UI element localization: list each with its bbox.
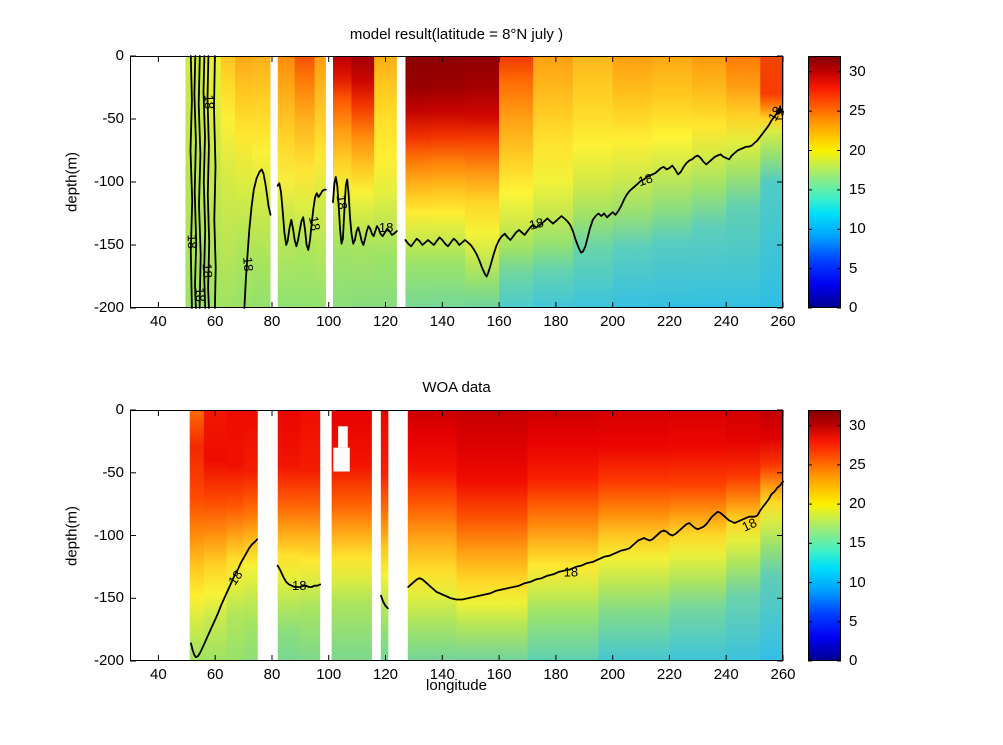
- colorbar-tick-label: 0: [849, 299, 858, 316]
- colorbar-tick-label: 20: [849, 495, 866, 513]
- x-tick-label: 60: [206, 313, 224, 330]
- x-tick-label: 220: [656, 666, 682, 683]
- y-tick-label: 0: [115, 401, 124, 418]
- y-tick-label: -150: [93, 589, 124, 607]
- y-tick-label: -150: [93, 236, 124, 253]
- colorbar-tick-label: 5: [849, 612, 858, 630]
- contour-label: 18: [193, 287, 209, 302]
- woa-colorbar: [808, 410, 841, 662]
- x-tick-label: 180: [543, 313, 569, 330]
- y-tick-label: -100: [93, 173, 124, 190]
- contour-label: 18: [636, 170, 654, 189]
- colorbar-tick-label: 25: [849, 455, 866, 473]
- x-tick-label: 80: [263, 666, 281, 683]
- contour-label: 18: [292, 578, 306, 593]
- contour-label: 18: [240, 256, 256, 272]
- x-tick-label: 120: [373, 666, 399, 683]
- x-tick-label: 260: [770, 313, 796, 330]
- colorbar-tick-label: 30: [849, 62, 866, 80]
- x-tick-label: 240: [713, 666, 739, 683]
- woa-heatmap: 18 18 18 18: [130, 409, 784, 662]
- colorbar-tick-label: 20: [849, 141, 866, 159]
- y-tick-label: -50: [102, 110, 124, 127]
- x-tick-label: 120: [373, 313, 399, 330]
- x-tick-label: 160: [486, 666, 512, 683]
- contour-label: 18: [200, 263, 216, 278]
- contour-label: 18: [201, 94, 217, 109]
- contour-label: 18: [225, 567, 246, 587]
- x-tick-label: 40: [150, 666, 167, 683]
- x-tick-label: 160: [486, 313, 512, 330]
- colorbar-tick-label: 15: [849, 180, 866, 198]
- xlabel: longitude: [426, 677, 487, 694]
- colorbar-tick-label: 0: [849, 652, 858, 669]
- x-tick-label: 40: [150, 313, 167, 330]
- contour-label: 18: [740, 515, 759, 535]
- contour-label: 18: [334, 194, 351, 210]
- x-tick-label: 60: [206, 666, 224, 683]
- colorbar-tick-label: 25: [849, 102, 866, 120]
- y-tick-label: -100: [93, 526, 124, 544]
- x-tick-label: 100: [316, 666, 342, 683]
- x-tick-label: 140: [429, 666, 455, 683]
- colorbar-tick-label: 15: [849, 534, 866, 552]
- contour-label: 18: [564, 564, 578, 579]
- model-title: model result(latitude = 8°N july ): [349, 26, 564, 43]
- contour-label: 18: [379, 220, 393, 235]
- y-tick-label: -50: [102, 463, 124, 481]
- x-tick-label: 100: [316, 313, 342, 330]
- x-tick-label: 140: [429, 313, 455, 330]
- model-colorbar: [808, 56, 841, 309]
- contour-label: 18: [527, 215, 545, 233]
- contour-label: 18: [306, 215, 323, 232]
- x-tick-label: 80: [263, 313, 281, 330]
- y-tick-label: -200: [93, 652, 124, 669]
- colorbar-tick-label: 5: [849, 259, 858, 277]
- y-tick-label: -200: [93, 299, 124, 316]
- x-tick-label: 240: [713, 313, 739, 330]
- woa-title: WOA data: [422, 379, 491, 396]
- x-tick-label: 200: [600, 313, 626, 330]
- x-tick-label: 200: [600, 666, 626, 683]
- x-tick-label: 260: [770, 666, 796, 683]
- x-tick-label: 180: [543, 666, 569, 683]
- colorbar-tick-label: 30: [849, 416, 866, 434]
- colorbar-tick-label: 10: [849, 220, 866, 238]
- contour-label: 18: [185, 234, 201, 249]
- colorbar-tick-label: 10: [849, 573, 866, 591]
- x-tick-label: 220: [656, 313, 682, 330]
- y-tick-label: 0: [115, 47, 124, 64]
